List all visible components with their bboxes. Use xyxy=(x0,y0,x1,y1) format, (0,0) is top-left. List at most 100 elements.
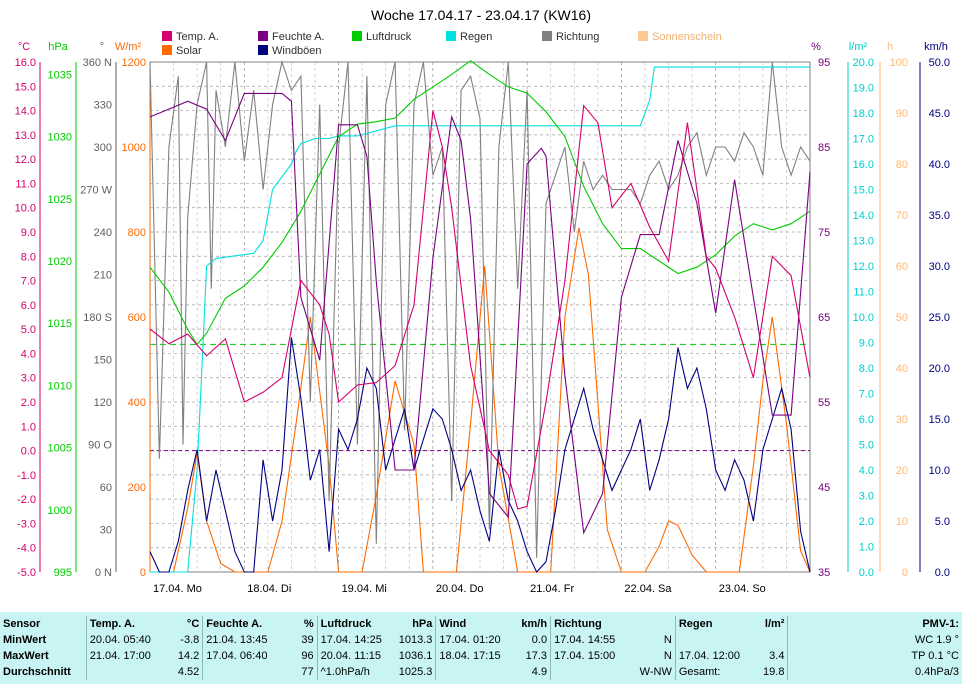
rain-tick-label: 7.0 xyxy=(859,389,874,401)
axis-unit-label: ° xyxy=(100,41,104,53)
temp-time: 21.04. 17:00 xyxy=(85,648,173,664)
temp-value: -3.8 xyxy=(180,634,200,646)
header-humidity-unit: % xyxy=(303,618,314,630)
x-tick-label: 18.04. Di xyxy=(247,583,291,595)
direction-tick-label: 330 xyxy=(94,100,112,112)
x-tick-label: 23.04. So xyxy=(719,583,766,595)
series-line-solar xyxy=(150,227,811,573)
solar-tick-label: 600 xyxy=(128,312,146,324)
temp-tick-label: -4.0 xyxy=(17,543,36,555)
sunshine-tick-label: 80 xyxy=(896,159,908,171)
wind-time: 17.04. 01:20 xyxy=(435,632,513,648)
chart-title: Woche 17.04.17 - 23.04.17 (KW16) xyxy=(371,7,591,23)
pressure-tick-label: 1010 xyxy=(48,380,72,392)
sunshine-tick-label: 20 xyxy=(896,465,908,477)
x-tick-label: 20.04. Do xyxy=(436,583,484,595)
temp-value: 14.2 xyxy=(177,650,200,662)
temp-tick-label: 16.0 xyxy=(15,57,36,69)
humidity-tick-label: 85 xyxy=(818,142,830,154)
pressure-value: 1036.1 xyxy=(398,650,433,662)
humidity-tick-label: 55 xyxy=(818,397,830,409)
solar-tick-label: 200 xyxy=(128,482,146,494)
x-tick-label: 17.04. Mo xyxy=(153,583,202,595)
x-tick-label: 22.04. Sa xyxy=(624,583,672,595)
temp-tick-label: -2.0 xyxy=(17,494,36,506)
direction-tick-label: 240 xyxy=(94,227,112,239)
table-row-max: MaxWert 21.04. 17:00 14.2 17.04. 06:40 9… xyxy=(0,648,962,664)
wind-tick-label: 15.0 xyxy=(929,414,950,426)
direction-tick-label: 210 xyxy=(94,270,112,282)
rain-tick-label: 4.0 xyxy=(859,465,874,477)
temp-value: 4.52 xyxy=(177,666,200,678)
rain-tick-label: 12.0 xyxy=(853,261,874,273)
header-sensor: Sensor xyxy=(3,618,41,630)
pmv-value: TP 0.1 °C xyxy=(787,648,962,664)
legend-label: Windböen xyxy=(272,45,322,57)
temp-tick-label: 6.0 xyxy=(21,300,36,312)
humidity-tick-label: 45 xyxy=(818,482,830,494)
direction-value: N xyxy=(663,634,672,646)
sunshine-tick-label: 50 xyxy=(896,312,908,324)
wind-tick-label: 0.0 xyxy=(935,567,950,579)
row-label: MinWert xyxy=(3,634,47,646)
legend-swatch xyxy=(258,31,268,41)
direction-time: 17.04. 14:55 xyxy=(550,632,637,648)
legend-label: Temp. A. xyxy=(176,31,219,43)
x-tick-label: 19.04. Mi xyxy=(342,583,387,595)
legend-swatch xyxy=(446,31,456,41)
axis-unit-labels: °C hPa ° W/m²% l/m² h km/h xyxy=(18,41,948,53)
direction-tick-label: 60 xyxy=(100,482,112,494)
pressure-tick-label: 1015 xyxy=(48,318,72,330)
header-rain: Regen xyxy=(674,616,752,632)
statistics-table: Sensor Temp. A. °C Feuchte A. % Luftdruc… xyxy=(0,612,962,684)
series-line-regen xyxy=(150,66,810,573)
humidity-time: 17.04. 06:40 xyxy=(202,648,289,664)
temp-tick-label: -1.0 xyxy=(17,470,36,482)
solar-tick-label: 400 xyxy=(128,397,146,409)
pressure-value: 1013.3 xyxy=(398,634,433,646)
table-header-row: Sensor Temp. A. °C Feuchte A. % Luftdruc… xyxy=(0,616,962,632)
temp-tick-label: -5.0 xyxy=(17,567,36,579)
rain-tick-label: 15.0 xyxy=(853,185,874,197)
rain-tick-label: 1.0 xyxy=(859,542,874,554)
pressure-time: 20.04. 11:15 xyxy=(316,648,394,664)
legend-label: Richtung xyxy=(556,31,599,43)
header-rain-unit: l/m² xyxy=(764,618,785,630)
temp-tick-label: 7.0 xyxy=(21,276,36,288)
wind-tick-label: 20.0 xyxy=(929,363,950,375)
header-temp-unit: °C xyxy=(186,618,200,630)
temp-tick-label: 12.0 xyxy=(15,154,36,166)
legend-swatch xyxy=(638,31,648,41)
sunshine-tick-label: 100 xyxy=(890,57,908,69)
rain-value xyxy=(752,632,788,648)
temp-tick-label: 5.0 xyxy=(21,324,36,336)
rain-tick-label: 2.0 xyxy=(859,516,874,528)
pressure-time: ^1.0hPa/h xyxy=(316,664,394,680)
axis-unit-label: °C xyxy=(18,41,30,53)
rain-tick-label: 18.0 xyxy=(853,108,874,120)
series-line-temp-a- xyxy=(149,104,811,510)
temp-tick-label: 3.0 xyxy=(21,373,36,385)
wind-tick-label: 40.0 xyxy=(929,159,950,171)
header-wind-unit: km/h xyxy=(521,618,548,630)
humidity-tick-label: 35 xyxy=(818,567,830,579)
direction-tick-label: 150 xyxy=(94,355,112,367)
x-axis-labels: 17.04. Mo 18.04. Di 19.04. Mi 20.04. Do 21.0… xyxy=(153,583,766,595)
direction-tick-label: 90 O xyxy=(88,440,112,452)
table-row-average: Durchschnitt 4.52 77 ^1.0hPa/h 1025.3 4.… xyxy=(0,664,962,680)
direction-value: N xyxy=(663,650,672,662)
header-wind: Wind xyxy=(435,616,513,632)
legend-label: Solar xyxy=(176,45,202,57)
direction-tick-label: 120 xyxy=(94,397,112,409)
temp-time xyxy=(85,664,173,680)
direction-tick-label: 300 xyxy=(94,142,112,154)
table-row-min: MinWert 20.04. 05:40 -3.8 21.04. 13:45 3… xyxy=(0,632,962,648)
sunshine-tick-label: 0 xyxy=(902,567,908,579)
series-line-luftdruck xyxy=(149,60,811,346)
humidity-tick-label: 95 xyxy=(818,57,830,69)
series-line-feuchte-a- xyxy=(149,92,811,535)
temp-tick-label: 4.0 xyxy=(21,348,36,360)
x-tick-label: 21.04. Fr xyxy=(530,583,574,595)
pressure-tick-label: 1025 xyxy=(48,194,72,206)
sunshine-tick-label: 90 xyxy=(896,108,908,120)
